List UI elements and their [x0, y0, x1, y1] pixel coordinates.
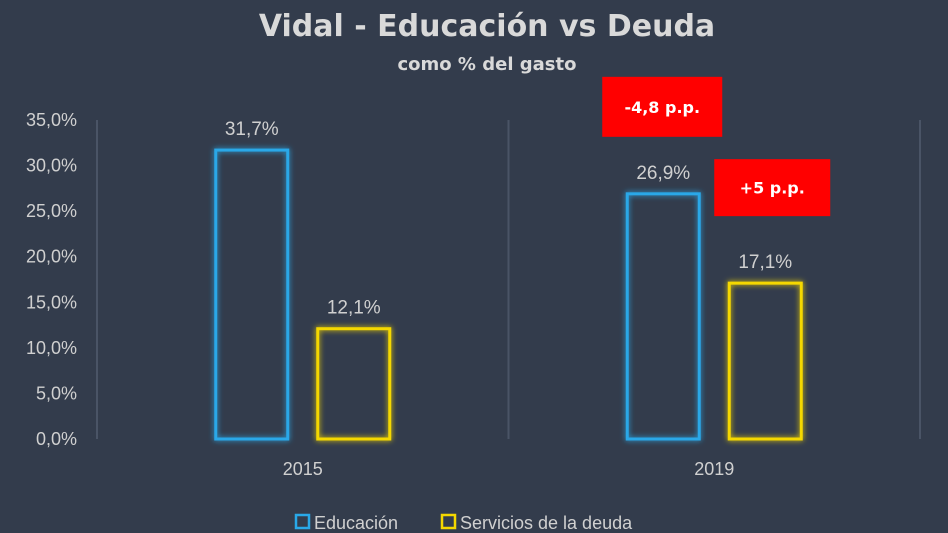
- data-label: 17,1%: [738, 252, 792, 273]
- y-tick-label: 0,0%: [36, 429, 77, 449]
- bar-educacion-2015: [214, 148, 290, 441]
- y-tick-label: 15,0%: [26, 292, 77, 312]
- data-label: 31,7%: [225, 119, 279, 140]
- annotation-label: -4,8 p.p.: [624, 98, 700, 117]
- y-tick-label: 35,0%: [26, 110, 77, 130]
- data-label: 26,9%: [636, 163, 690, 184]
- annotation-box: [714, 159, 831, 217]
- y-tick-label: 5,0%: [36, 383, 77, 403]
- annotation-box: [602, 76, 723, 137]
- chart-title: Vidal - Educación vs Deuda: [259, 9, 715, 44]
- y-tick-label: 20,0%: [26, 247, 77, 267]
- y-tick-label: 10,0%: [26, 338, 77, 358]
- y-tick-label: 30,0%: [26, 156, 77, 176]
- bar-deuda-2015: [316, 327, 392, 441]
- bar-educacion-2019: [625, 192, 701, 441]
- bar-deuda-2019: [727, 281, 803, 441]
- data-label: 12,1%: [327, 298, 381, 319]
- chart-subtitle: como % del gasto: [398, 54, 577, 75]
- legend-label: Servicios de la deuda: [460, 513, 633, 533]
- x-tick-label: 2015: [283, 459, 323, 479]
- legend-swatch-educacion: [294, 513, 311, 530]
- annotation-label: +5 p.p.: [740, 179, 805, 198]
- y-tick-label: 25,0%: [26, 201, 77, 221]
- legend-swatch-deuda: [440, 513, 457, 530]
- legend-label: Educación: [314, 513, 398, 533]
- x-tick-label: 2019: [694, 459, 734, 479]
